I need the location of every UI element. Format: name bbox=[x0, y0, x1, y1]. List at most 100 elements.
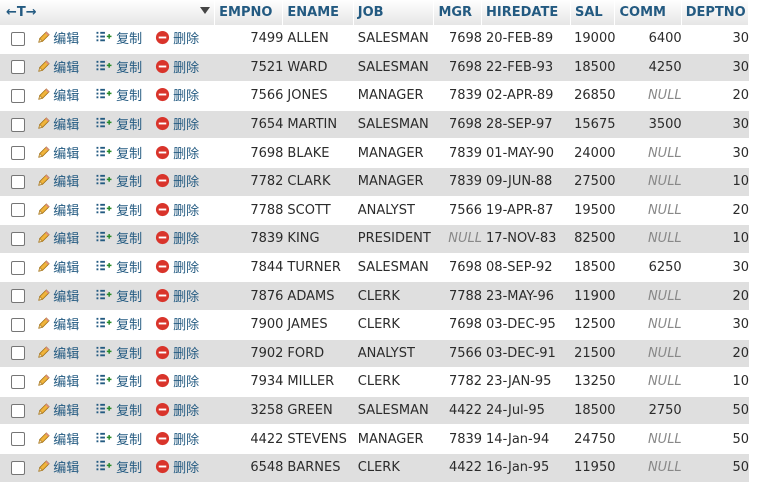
edit-button[interactable]: 编辑 bbox=[36, 400, 79, 419]
cell-sal: 82500 bbox=[571, 225, 616, 254]
col-header-empno[interactable]: EMPNO bbox=[215, 0, 284, 25]
edit-button[interactable]: 编辑 bbox=[36, 228, 79, 247]
edit-button[interactable]: 编辑 bbox=[36, 171, 79, 190]
copy-button[interactable]: 复制 bbox=[95, 28, 142, 47]
delete-button[interactable]: 删除 bbox=[155, 143, 199, 162]
edit-button[interactable]: 编辑 bbox=[36, 28, 79, 47]
copy-button[interactable]: 复制 bbox=[95, 314, 142, 333]
copy-insert-icon bbox=[96, 117, 112, 128]
edit-button[interactable]: 编辑 bbox=[36, 200, 79, 219]
delete-button[interactable]: 删除 bbox=[155, 257, 199, 276]
edit-button[interactable]: 编辑 bbox=[36, 371, 79, 390]
copy-cell: 复制 bbox=[95, 282, 156, 311]
cell-hiredate: 23-MAY-96 bbox=[482, 282, 571, 311]
delete-label: 删除 bbox=[173, 318, 200, 334]
row-checkbox[interactable] bbox=[11, 374, 25, 389]
row-select-cell bbox=[0, 225, 37, 254]
delete-button[interactable]: 删除 bbox=[155, 400, 199, 419]
sort-toggle-icon[interactable] bbox=[200, 7, 211, 14]
edit-button[interactable]: 编辑 bbox=[36, 314, 79, 333]
cell-job: MANAGER bbox=[353, 425, 435, 454]
col-header-comm[interactable]: COMM bbox=[615, 0, 682, 25]
cell-comm: 4250 bbox=[615, 53, 682, 83]
copy-button[interactable]: 复制 bbox=[95, 457, 142, 476]
delete-button[interactable]: 删除 bbox=[155, 57, 199, 76]
col-header-sal[interactable]: SAL bbox=[571, 0, 616, 25]
column-nav-arrows[interactable]: ←T→ bbox=[6, 5, 37, 20]
cell-sal: 15675 bbox=[571, 110, 616, 140]
edit-button[interactable]: 编辑 bbox=[36, 114, 79, 133]
edit-button[interactable]: 编辑 bbox=[36, 286, 79, 305]
delete-button[interactable]: 删除 bbox=[155, 343, 199, 362]
delete-button[interactable]: 删除 bbox=[155, 371, 199, 390]
copy-button[interactable]: 复制 bbox=[95, 257, 142, 276]
pencil-icon bbox=[38, 88, 50, 101]
row-checkbox[interactable] bbox=[11, 203, 25, 218]
cell-job: MANAGER bbox=[353, 82, 435, 111]
edit-button[interactable]: 编辑 bbox=[36, 429, 79, 448]
row-checkbox[interactable] bbox=[11, 31, 25, 46]
delete-button[interactable]: 删除 bbox=[155, 314, 199, 333]
row-checkbox[interactable] bbox=[11, 260, 25, 275]
edit-button[interactable]: 编辑 bbox=[36, 343, 79, 362]
copy-button[interactable]: 复制 bbox=[95, 400, 142, 419]
edit-button[interactable]: 编辑 bbox=[36, 85, 79, 104]
edit-cell: 编辑 bbox=[36, 53, 96, 83]
delete-button[interactable]: 删除 bbox=[155, 429, 199, 448]
row-checkbox[interactable] bbox=[11, 117, 25, 132]
cell-ename: CLARK bbox=[283, 167, 354, 197]
delete-button[interactable]: 删除 bbox=[155, 85, 199, 104]
delete-button[interactable]: 删除 bbox=[155, 228, 199, 247]
col-header-mgr[interactable]: MGR bbox=[434, 0, 483, 25]
cell-job: MANAGER bbox=[353, 167, 435, 197]
row-checkbox[interactable] bbox=[11, 432, 25, 447]
row-checkbox[interactable] bbox=[11, 289, 25, 304]
row-checkbox[interactable] bbox=[11, 317, 25, 332]
pencil-icon bbox=[38, 117, 50, 129]
copy-button[interactable]: 复制 bbox=[95, 200, 142, 219]
edit-button[interactable]: 编辑 bbox=[36, 457, 79, 476]
copy-button[interactable]: 复制 bbox=[95, 171, 142, 190]
cell-comm: NULL bbox=[615, 453, 682, 483]
copy-button[interactable]: 复制 bbox=[95, 85, 142, 104]
row-checkbox[interactable] bbox=[11, 231, 25, 246]
delete-button[interactable]: 删除 bbox=[155, 28, 199, 47]
edit-button[interactable]: 编辑 bbox=[36, 143, 79, 162]
cell-mgr: 7839 bbox=[434, 425, 483, 454]
col-header-hiredate[interactable]: HIREDATE bbox=[482, 0, 571, 25]
copy-button[interactable]: 复制 bbox=[95, 429, 142, 448]
pencil-icon bbox=[38, 288, 50, 301]
row-checkbox[interactable] bbox=[11, 88, 25, 103]
row-checkbox[interactable] bbox=[11, 60, 25, 75]
cell-sal: 13250 bbox=[571, 368, 616, 397]
copy-button[interactable]: 复制 bbox=[95, 57, 142, 76]
copy-button[interactable]: 复制 bbox=[95, 228, 142, 247]
delete-button[interactable]: 删除 bbox=[155, 114, 199, 133]
pencil-icon bbox=[38, 460, 50, 472]
edit-button[interactable]: 编辑 bbox=[36, 257, 79, 276]
cell-comm: NULL bbox=[615, 282, 682, 311]
row-checkbox[interactable] bbox=[11, 403, 25, 418]
cell-job: CLERK bbox=[353, 282, 435, 311]
edit-cell: 编辑 bbox=[36, 82, 96, 111]
col-header-ename[interactable]: ENAME bbox=[283, 0, 354, 25]
copy-button[interactable]: 复制 bbox=[95, 114, 142, 133]
row-checkbox[interactable] bbox=[11, 346, 25, 361]
copy-button[interactable]: 复制 bbox=[95, 343, 142, 362]
copy-button[interactable]: 复制 bbox=[95, 143, 142, 162]
row-checkbox[interactable] bbox=[11, 146, 25, 161]
row-checkbox[interactable] bbox=[11, 460, 25, 475]
col-header-job[interactable]: JOB bbox=[353, 0, 435, 25]
copy-button[interactable]: 复制 bbox=[95, 371, 142, 390]
edit-button[interactable]: 编辑 bbox=[36, 57, 79, 76]
delete-button[interactable]: 删除 bbox=[155, 286, 199, 305]
col-header-deptno[interactable]: DEPTNO bbox=[681, 0, 749, 25]
edit-cell: 编辑 bbox=[36, 110, 96, 140]
copy-button[interactable]: 复制 bbox=[95, 286, 142, 305]
row-checkbox[interactable] bbox=[11, 174, 25, 189]
delete-button[interactable]: 删除 bbox=[155, 200, 199, 219]
delete-button[interactable]: 删除 bbox=[155, 457, 199, 476]
column-nav-header: ←T→ bbox=[0, 0, 216, 25]
copy-cell: 复制 bbox=[95, 25, 156, 54]
delete-button[interactable]: 删除 bbox=[155, 171, 199, 190]
